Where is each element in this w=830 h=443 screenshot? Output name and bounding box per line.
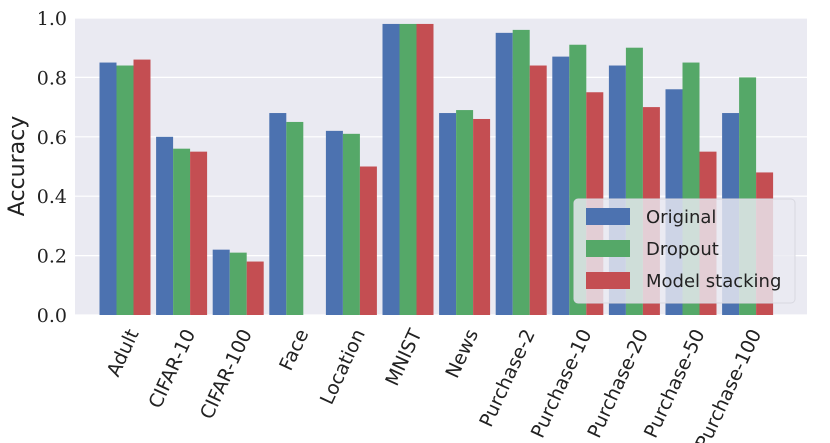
bar bbox=[529, 65, 547, 316]
y-tick-label: 0.2 bbox=[37, 246, 67, 268]
y-axis-ticks: 0.0 0.2 0.4 0.6 0.8 1.0 bbox=[37, 8, 67, 327]
y-tick-label: 1.0 bbox=[37, 8, 67, 30]
y-tick-label: 0.4 bbox=[37, 186, 67, 208]
legend-item: Original bbox=[586, 207, 716, 228]
bar bbox=[439, 113, 457, 315]
x-tick-label: CIFAR-10 bbox=[144, 326, 200, 412]
y-tick-label: 0.8 bbox=[37, 67, 67, 89]
bar bbox=[286, 121, 304, 315]
legend-swatch bbox=[586, 208, 630, 225]
bar bbox=[229, 252, 247, 315]
y-axis-label: Accuracy bbox=[5, 116, 30, 216]
bar bbox=[269, 113, 287, 315]
x-tick-label: News bbox=[441, 326, 483, 382]
x-tick-label: Face bbox=[275, 326, 313, 374]
bar bbox=[116, 65, 134, 316]
legend-swatch bbox=[586, 272, 630, 289]
legend: Original Dropout Model stacking bbox=[573, 198, 796, 304]
legend-label: Original bbox=[646, 207, 716, 228]
x-tick-label: CIFAR-100 bbox=[196, 326, 257, 423]
bar bbox=[133, 59, 151, 315]
bar bbox=[325, 130, 343, 315]
x-tick-label: Purchase-10 bbox=[527, 326, 597, 442]
bar bbox=[359, 166, 377, 315]
legend-label: Dropout bbox=[646, 239, 719, 260]
bar bbox=[246, 261, 264, 315]
y-tick-label: 0.6 bbox=[37, 127, 67, 149]
x-tick-label: Purchase-2 bbox=[475, 326, 539, 431]
bar bbox=[399, 23, 417, 315]
bar bbox=[512, 29, 530, 315]
y-tick-label: 0.0 bbox=[37, 305, 67, 327]
x-tick-label: MNIST bbox=[381, 325, 426, 389]
bar bbox=[173, 148, 191, 315]
bar bbox=[456, 110, 474, 315]
x-tick-label: Location bbox=[316, 326, 370, 408]
bar bbox=[552, 56, 570, 316]
legend-swatch bbox=[586, 240, 630, 257]
bar bbox=[416, 23, 434, 315]
bar bbox=[382, 23, 400, 315]
bar bbox=[342, 133, 360, 315]
legend-item: Model stacking bbox=[586, 271, 781, 292]
bar bbox=[190, 151, 208, 315]
x-tick-label: Adult bbox=[103, 326, 144, 380]
bar bbox=[156, 136, 174, 315]
bar bbox=[99, 62, 117, 315]
legend-item: Dropout bbox=[586, 239, 719, 260]
bar bbox=[212, 249, 230, 315]
x-tick-label: Purchase-20 bbox=[583, 326, 653, 442]
bar bbox=[473, 118, 491, 315]
bar bbox=[495, 32, 513, 315]
legend-label: Model stacking bbox=[646, 271, 781, 292]
x-tick-label: Purchase-50 bbox=[640, 326, 710, 442]
